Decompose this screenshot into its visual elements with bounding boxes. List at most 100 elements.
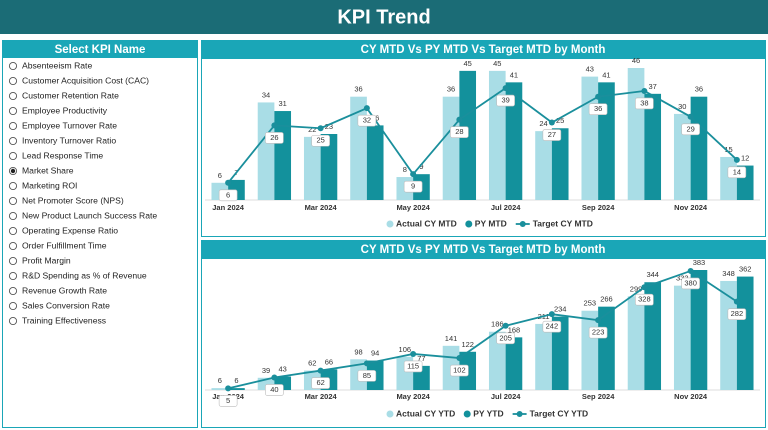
line-point <box>363 105 370 112</box>
radio-button[interactable] <box>8 256 18 266</box>
data-label: 66 <box>325 357 333 366</box>
slicer-item[interactable]: Employee Productivity <box>22 105 108 115</box>
bar <box>581 310 599 390</box>
label-box <box>727 166 747 179</box>
page-title: KPI Trend <box>337 6 430 28</box>
data-label: 6 <box>226 190 230 199</box>
radio-button[interactable] <box>8 271 18 281</box>
radio-button[interactable] <box>8 121 18 131</box>
radio-button[interactable] <box>8 286 18 296</box>
bar <box>228 388 245 390</box>
data-label: 30 <box>678 102 686 111</box>
bar <box>720 156 737 200</box>
radio-button[interactable] <box>8 76 18 86</box>
label-box <box>403 180 423 193</box>
slicer-item[interactable]: Operating Expense Ratio <box>22 225 118 235</box>
bar <box>257 102 275 200</box>
radio-button[interactable] <box>8 316 18 326</box>
bar <box>442 96 460 200</box>
data-label: 383 <box>693 258 706 267</box>
data-label: 25 <box>316 136 324 145</box>
slicer-item[interactable]: Lead Response Time <box>22 150 103 160</box>
line-point <box>410 171 417 178</box>
slicer-item[interactable]: Inventory Turnover Ratio <box>22 135 116 145</box>
line-point <box>641 284 648 291</box>
data-label: 6 <box>218 376 222 385</box>
radio-button[interactable] <box>8 241 18 251</box>
legend-label: Actual CY MTD <box>396 218 457 228</box>
label-box <box>635 97 654 110</box>
data-label: 242 <box>546 322 559 331</box>
chart-panel <box>201 40 766 237</box>
radio-button[interactable] <box>8 91 18 101</box>
radio-button[interactable] <box>8 136 18 146</box>
label-box <box>265 132 284 144</box>
data-label: 40 <box>270 385 278 394</box>
bar <box>627 296 645 390</box>
data-label: 26 <box>270 133 278 142</box>
line-point <box>456 116 463 123</box>
slicer-item[interactable]: Profit Margin <box>22 255 71 265</box>
radio-button[interactable] <box>8 106 18 116</box>
data-label: 98 <box>354 347 362 356</box>
bar <box>488 331 506 390</box>
slicer-item[interactable]: New Product Launch Success Rate <box>22 210 157 220</box>
slicer-item[interactable]: Sales Conversion Rate <box>22 300 110 310</box>
radio-button[interactable] <box>8 61 18 71</box>
radio-button[interactable] <box>8 196 18 206</box>
radio-button[interactable] <box>8 301 18 311</box>
bar <box>366 125 384 200</box>
data-label: 41 <box>510 70 518 79</box>
data-label: 28 <box>455 127 463 136</box>
legend-label: Target CY YTD <box>530 408 589 418</box>
label-box <box>311 377 330 389</box>
slicer-item[interactable]: Order Fulfillment Time <box>22 240 107 250</box>
data-label: 39 <box>262 366 270 375</box>
legend-marker <box>386 410 394 418</box>
data-label: 348 <box>722 269 735 278</box>
bar <box>644 282 662 390</box>
x-tick-label: Sep 2024 <box>582 203 615 212</box>
slicer-item[interactable]: Net Promoter Score (NPS) <box>22 195 124 205</box>
legend-marker <box>519 221 526 227</box>
slicer-item[interactable]: Marketing ROI <box>22 180 77 190</box>
radio-button[interactable] <box>8 181 18 191</box>
slicer-item[interactable]: Market Share <box>22 165 74 175</box>
radio-button[interactable] <box>8 151 18 161</box>
x-tick-label: Nov 2024 <box>674 392 708 401</box>
data-label: 141 <box>445 334 458 343</box>
label-box <box>542 320 562 333</box>
data-label: 43 <box>279 365 287 374</box>
slicer-item[interactable]: Customer Acquisition Cost (CAC) <box>22 75 149 85</box>
line-point <box>225 385 232 392</box>
label-box <box>218 395 238 407</box>
bar <box>303 136 321 200</box>
data-label: 115 <box>407 361 419 370</box>
data-label: 380 <box>684 278 697 287</box>
slicer-header <box>3 41 197 58</box>
slicer-item[interactable]: Revenue Growth Rate <box>22 285 107 295</box>
label-box <box>357 370 377 382</box>
legend-marker <box>386 220 394 228</box>
data-label: 36 <box>447 85 455 94</box>
bar <box>736 276 754 390</box>
slicer-item[interactable]: Customer Retention Rate <box>22 90 119 100</box>
radio-button[interactable] <box>8 226 18 236</box>
slicer-item[interactable]: Absenteeism Rate <box>22 60 92 70</box>
x-tick-label: Jan 2024 <box>212 203 245 212</box>
line-point <box>548 119 555 126</box>
bar <box>211 388 229 390</box>
slicer-item[interactable]: R&D Spending as % of Revenue <box>22 270 147 280</box>
slicer-item[interactable]: Employee Turnover Rate <box>22 120 117 130</box>
data-label: 37 <box>649 82 657 91</box>
data-label: 223 <box>592 328 605 337</box>
data-label: 24 <box>539 119 547 128</box>
bar <box>505 82 523 200</box>
line <box>227 86 738 184</box>
bar <box>551 316 569 390</box>
data-label: 38 <box>640 98 648 107</box>
slicer-item[interactable]: Training Effectiveness <box>22 315 106 325</box>
radio-button[interactable] <box>8 211 18 221</box>
data-label: 6 <box>218 171 222 180</box>
